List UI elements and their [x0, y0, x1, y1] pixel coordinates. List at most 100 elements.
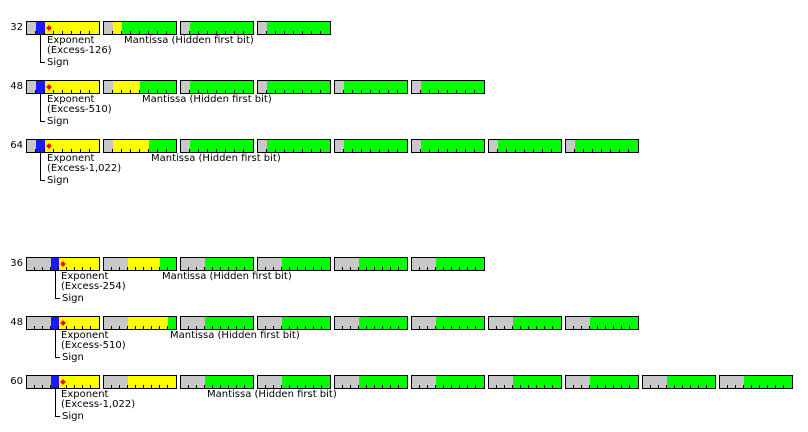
mantissa-bit — [160, 258, 168, 270]
exponent-bit — [160, 376, 168, 388]
bit-tick — [90, 385, 91, 388]
bit-tick — [629, 326, 630, 329]
bit-tick — [119, 385, 120, 388]
tag-bit — [505, 376, 513, 388]
mantissa-bit — [691, 376, 699, 388]
exponent-bit — [45, 140, 54, 152]
mantissa-bit — [521, 376, 529, 388]
bit-tick — [374, 267, 375, 270]
bit-tick — [589, 326, 590, 329]
tag-bit — [574, 317, 582, 329]
bit-tick — [121, 90, 122, 93]
mantissa-bit — [614, 317, 622, 329]
mantissa-bit — [321, 22, 330, 34]
mantissa-bit — [229, 258, 237, 270]
excess-label: (Excess-1,022) — [61, 399, 136, 410]
sign-bit — [51, 376, 59, 388]
tag-bit — [428, 258, 436, 270]
tag-bit — [27, 81, 36, 93]
mantissa-bit — [399, 258, 407, 270]
bit-tick — [266, 31, 267, 34]
bit-tick — [139, 149, 140, 152]
mantissa-bit — [306, 258, 314, 270]
character-cell — [411, 375, 485, 389]
mantissa-bit — [598, 317, 606, 329]
mantissa-bit — [221, 258, 229, 270]
mantissa-bit — [285, 81, 294, 93]
exponent-bit — [128, 317, 136, 329]
bit-tick — [71, 31, 72, 34]
bit-tick — [302, 31, 303, 34]
bit-tick — [447, 90, 448, 93]
tag-bit — [582, 317, 590, 329]
exponent-bit — [90, 22, 99, 34]
mantissa-bit — [398, 140, 407, 152]
bit-tick — [266, 90, 267, 93]
bit-tick — [358, 385, 359, 388]
mantissa-bit — [168, 258, 176, 270]
bit-tick — [388, 149, 389, 152]
mantissa-label: Mantissa (Hidden first bit) — [151, 153, 281, 164]
bit-tick — [536, 326, 537, 329]
bit-tick — [35, 149, 36, 152]
bit-tick — [71, 90, 72, 93]
bit-tick — [275, 90, 276, 93]
tag-bit — [35, 258, 43, 270]
mantissa-bit — [168, 317, 176, 329]
mantissa-bit — [475, 140, 484, 152]
bit-tick — [597, 326, 598, 329]
bit-tick — [451, 267, 452, 270]
bit-tick — [429, 90, 430, 93]
bit-tick — [605, 385, 606, 388]
character-cell — [257, 375, 331, 389]
tag-bit — [412, 140, 421, 152]
mantissa-bit — [359, 376, 367, 388]
mantissa-bit — [590, 376, 598, 388]
mantissa-bit — [244, 81, 253, 93]
character-cell — [26, 139, 100, 153]
bit-tick — [148, 90, 149, 93]
bit-tick — [228, 385, 229, 388]
exponent-bit — [67, 258, 75, 270]
character-cell — [411, 257, 485, 271]
mantissa-label: Mantissa (Hidden first bit) — [162, 271, 292, 282]
mantissa-bit — [534, 140, 543, 152]
tag-bit — [258, 317, 266, 329]
mantissa-bit — [205, 317, 213, 329]
mantissa-bit — [221, 317, 229, 329]
tag-bit — [258, 81, 267, 93]
tag-bit — [258, 140, 267, 152]
mantissa-bit — [629, 140, 638, 152]
tag-bit — [104, 81, 113, 93]
bit-tick — [34, 326, 35, 329]
mantissa-label: Mantissa (Hidden first bit) — [170, 330, 300, 341]
exponent-bit — [91, 258, 99, 270]
mantissa-bit — [383, 317, 391, 329]
bit-tick — [189, 31, 190, 34]
bit-tick — [89, 90, 90, 93]
exponent-bit — [63, 140, 72, 152]
tag-bit — [428, 376, 436, 388]
mantissa-bit — [611, 140, 620, 152]
mantissa-bit — [448, 140, 457, 152]
bit-tick — [459, 326, 460, 329]
bit-tick — [682, 385, 683, 388]
bit-tick — [53, 90, 54, 93]
bit-tick — [379, 149, 380, 152]
bit-tick — [143, 385, 144, 388]
exponent-bit — [152, 258, 160, 270]
mantissa-bit — [375, 376, 383, 388]
bit-tick — [80, 90, 81, 93]
mantissa-bit — [537, 376, 545, 388]
bit-tick — [119, 326, 120, 329]
sign-leader-line — [55, 330, 56, 358]
word-size-label: 36 — [10, 258, 23, 269]
bit-tick — [66, 326, 67, 329]
mantissa-bit — [213, 317, 221, 329]
bit-tick — [475, 267, 476, 270]
bit-tick — [188, 326, 189, 329]
bit-tick — [783, 385, 784, 388]
mantissa-bit — [158, 81, 167, 93]
sign-leader-line — [55, 389, 56, 417]
mantissa-bit — [606, 376, 614, 388]
